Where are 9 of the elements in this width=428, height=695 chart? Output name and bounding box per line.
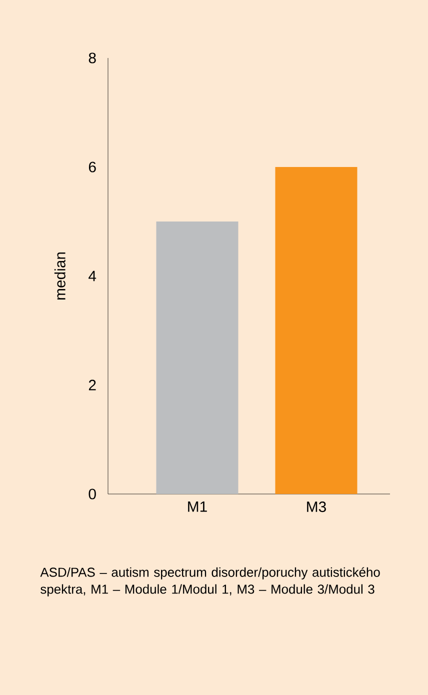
y-tick-label: 4 (88, 270, 96, 282)
x-tick-label: M3 (307, 502, 326, 512)
y-tick-label: 2 (88, 380, 96, 390)
text: ASD/PAS – autism spectrum disorder/poruchy autistického spektra, M1 – Module 1/Modul 1, M3 – Module 3/Modul 3 (40, 567, 380, 596)
y-tick-label: 0 (88, 488, 96, 500)
y-tick-label: 6 (88, 162, 96, 172)
y-axis-title: median (54, 252, 66, 300)
x-tick-label: M1 (188, 502, 207, 512)
y-tick-label: 8 (88, 52, 96, 64)
